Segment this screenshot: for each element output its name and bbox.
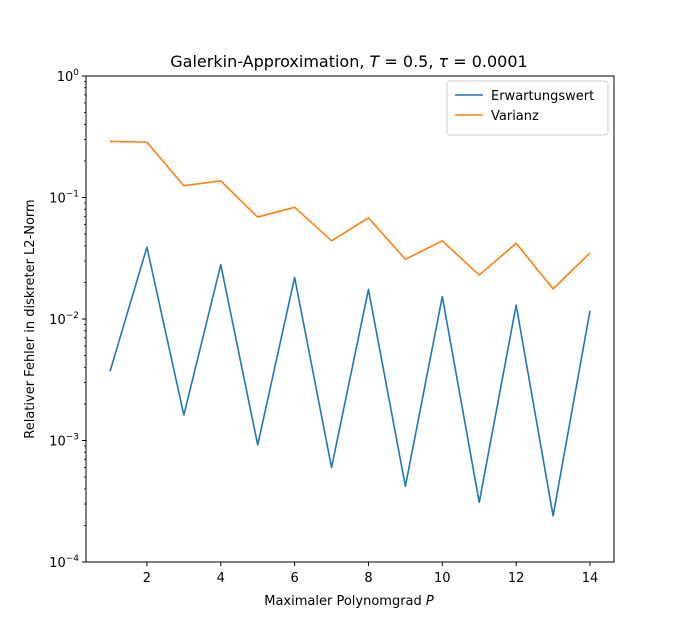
legend-label: Erwartungswert (491, 89, 594, 104)
x-tick-label: 14 (582, 571, 599, 586)
x-tick-label: 4 (217, 571, 225, 586)
series-line-erwartungswert (109, 246, 591, 517)
series-layer (109, 140, 591, 517)
x-tick-label: 10 (434, 571, 451, 586)
x-tick-label: 12 (508, 571, 525, 586)
y-tick-label: 10−1 (49, 190, 79, 207)
chart-title: Galerkin-Approximation, T = 0.5, τ = 0.0… (170, 52, 527, 71)
y-tick-label: 10−3 (49, 433, 79, 450)
y-axis-label: Relativer Fehler in diskreter L2-Norm (23, 199, 38, 438)
legend-box (446, 80, 609, 136)
y-axis-ticks: 10−4 10−3 10−2 10−1 100 (49, 68, 86, 571)
y-tick-label: 10−4 (49, 554, 79, 571)
legend-label: Varianz (491, 109, 539, 124)
x-axis-label: Maximaler Polynomgrad P (264, 594, 434, 609)
series-line-varianz (109, 140, 591, 290)
x-axis-ticks: 2 4 6 8 10 12 14 (143, 562, 598, 586)
y-tick-label: 10−2 (49, 311, 79, 328)
x-tick-label: 2 (143, 571, 151, 586)
legend: Erwartungswert Varianz (446, 80, 609, 136)
x-tick-label: 6 (290, 571, 298, 586)
x-tick-label: 8 (364, 571, 372, 586)
y-tick-label: 100 (57, 68, 80, 85)
